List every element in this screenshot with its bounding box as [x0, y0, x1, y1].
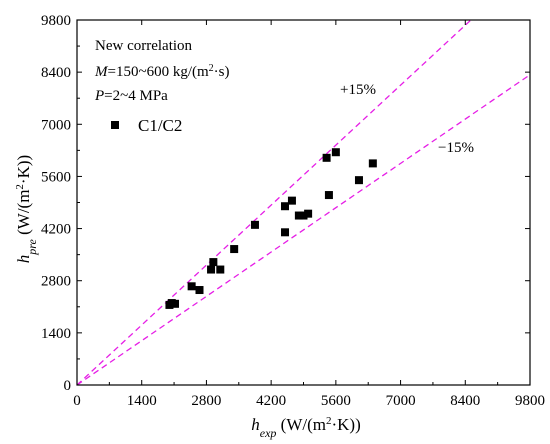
data-point	[195, 286, 204, 295]
y-axis-title: hpre (W/(m2·K))	[14, 155, 39, 263]
x-axis: 0 1400 2800 4200 5600 7000 8400 9800	[73, 20, 545, 409]
x-tick-label: 8400	[450, 393, 480, 409]
legend-marker	[111, 121, 119, 129]
y-tick-label: 9800	[41, 13, 71, 29]
band-line-minus15	[77, 74, 530, 385]
band-line-plus15	[77, 20, 472, 385]
data-point	[331, 148, 340, 157]
y-tick-label: 4200	[41, 222, 71, 238]
data-point	[187, 282, 196, 291]
data-point	[170, 299, 179, 308]
data-point	[304, 209, 313, 218]
data-point	[207, 265, 216, 274]
x-tick-label: 4200	[256, 393, 286, 409]
band-label-plus15: +15%	[340, 82, 376, 98]
data-point	[230, 245, 239, 254]
y-tick-label: 5600	[41, 169, 71, 185]
x-axis-title: hexp (W/(m2·K))	[251, 415, 361, 440]
data-point	[209, 258, 218, 267]
data-point	[354, 176, 363, 185]
y-tick-label: 1400	[41, 326, 71, 342]
plot-contents	[77, 20, 530, 385]
data-point	[216, 265, 225, 274]
y-tick-label: 0	[64, 378, 72, 394]
plot-area	[76, 19, 531, 386]
x-tick-label: 7000	[386, 393, 416, 409]
x-tick-label: 5600	[321, 393, 351, 409]
y-tick-label: 8400	[41, 65, 71, 81]
annotation-line1: New correlation	[95, 38, 193, 54]
legend-label: C1/C2	[138, 116, 182, 135]
data-point	[299, 211, 308, 220]
annotation-pressure: P=2~4 MPa	[94, 88, 168, 104]
data-point	[250, 220, 259, 229]
y-tick-label: 7000	[41, 117, 71, 133]
data-point	[281, 202, 290, 211]
y-tick-label: 2800	[41, 274, 71, 290]
y-axis: 0 1400 2800 4200 5600 7000 8400 9800	[41, 13, 530, 394]
data-point	[368, 159, 377, 168]
x-tick-label: 9800	[515, 393, 545, 409]
band-label-minus15: −15%	[438, 140, 474, 156]
x-tick-label: 0	[73, 393, 81, 409]
data-point	[324, 191, 333, 200]
data-point	[281, 228, 290, 237]
annotation-mass-flux: M=150~600 kg/(m2·s)	[94, 63, 229, 81]
data-point	[287, 196, 296, 205]
data-point	[322, 153, 331, 162]
x-tick-label: 2800	[191, 393, 221, 409]
data-point	[294, 211, 303, 220]
x-tick-label: 1400	[127, 393, 157, 409]
